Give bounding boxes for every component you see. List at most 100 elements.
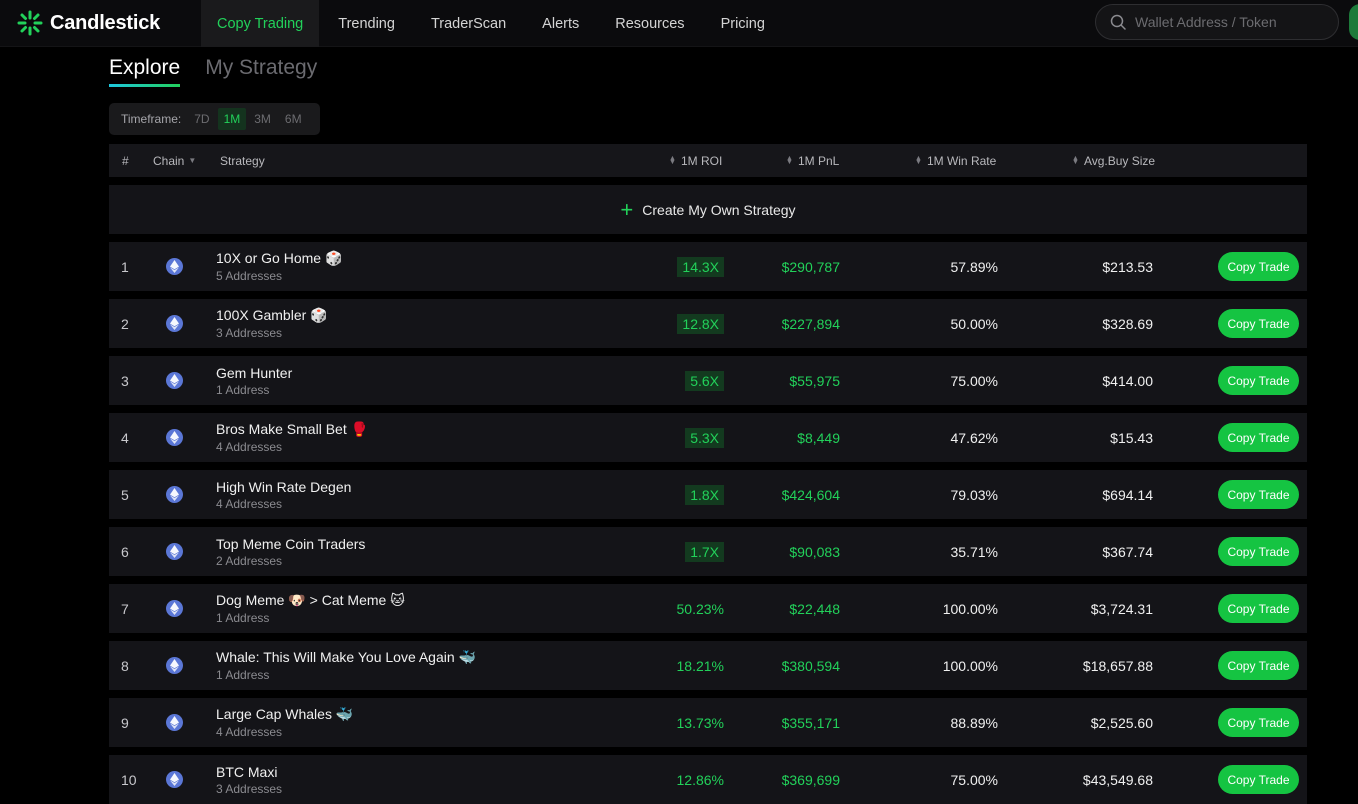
copy-trade-button[interactable]: Copy Trade bbox=[1218, 765, 1299, 794]
header-chain-label: Chain bbox=[153, 153, 185, 168]
row-pnl: $290,787 bbox=[781, 258, 840, 275]
nav-item-resources[interactable]: Resources bbox=[615, 15, 685, 32]
search-input[interactable] bbox=[1135, 14, 1325, 30]
timeframe-label: Timeframe: bbox=[121, 112, 182, 126]
row-rank: 2 bbox=[121, 315, 129, 332]
strategy-name[interactable]: Top Meme Coin Traders bbox=[216, 535, 366, 552]
row-strategy[interactable]: Whale: This Will Make You Love Again 🐳 1 … bbox=[216, 641, 476, 690]
strategy-name[interactable]: Large Cap Whales 🐳 bbox=[216, 706, 354, 722]
row-roi: 12.8X bbox=[677, 299, 724, 348]
row-win-rate: 75.00% bbox=[950, 771, 998, 788]
ethereum-icon bbox=[166, 714, 183, 731]
strategy-address-count: 4 Addresses bbox=[216, 725, 283, 739]
tab-explore[interactable]: Explore bbox=[109, 56, 181, 87]
sort-icon: ▲ ▼ bbox=[669, 154, 676, 166]
ethereum-icon bbox=[166, 258, 183, 275]
nav-item-traderscan[interactable]: TraderScan bbox=[430, 15, 507, 32]
top-navbar: Candlestick Copy Trading Trending TraderSc… bbox=[0, 0, 1358, 47]
row-chain bbox=[166, 755, 183, 804]
roi-value: 5.3X bbox=[685, 427, 724, 448]
copy-trade-button[interactable]: Copy Trade bbox=[1218, 480, 1299, 509]
plus-icon: + bbox=[620, 196, 634, 222]
strategy-address-count: 3 Addresses bbox=[216, 781, 283, 796]
nav-item-copy-trading[interactable]: Copy Trading bbox=[201, 0, 320, 47]
create-strategy-label: Create My Own Strategy bbox=[642, 201, 796, 218]
nav-item-alerts[interactable]: Alerts bbox=[542, 15, 580, 32]
chevron-down-icon: ▼ bbox=[188, 156, 197, 165]
ethereum-icon bbox=[166, 771, 183, 788]
user-avatar[interactable] bbox=[1349, 4, 1358, 40]
nav-item-pricing[interactable]: Pricing bbox=[720, 15, 765, 32]
timeframe-selector: Timeframe: 7D 1M 3M 6M bbox=[109, 103, 320, 135]
table-row: 5 High Win Rate Degen 4 Addresses 1.8X $424,… bbox=[109, 470, 1307, 519]
header-chain[interactable]: Chain ▼ bbox=[153, 144, 196, 177]
copy-trade-button[interactable]: Copy Trade bbox=[1218, 708, 1299, 737]
copy-trade-button[interactable]: Copy Trade bbox=[1218, 309, 1299, 338]
row-strategy[interactable]: BTC Maxi 3 Addresses bbox=[216, 755, 282, 804]
header-win-rate[interactable]: ▲ ▼ 1M Win Rate bbox=[915, 144, 996, 177]
ethereum-icon bbox=[166, 543, 183, 560]
row-win-rate: 75.00% bbox=[950, 372, 998, 389]
strategy-address-count: 3 Addresses bbox=[216, 326, 283, 340]
strategy-name[interactable]: High Win Rate Degen bbox=[216, 478, 352, 495]
strategy-name[interactable]: Bros Make Small Bet 🥊 bbox=[216, 421, 369, 437]
header-pnl-label: 1M PnL bbox=[797, 153, 840, 168]
roi-value: 12.8X bbox=[677, 313, 724, 334]
row-strategy[interactable]: Top Meme Coin Traders 2 Addresses bbox=[216, 527, 365, 576]
row-pnl: $22,448 bbox=[789, 600, 840, 617]
strategy-name[interactable]: 10X or Go Home 🎲 bbox=[216, 250, 343, 266]
row-pnl: $424,604 bbox=[781, 486, 840, 503]
strategy-name[interactable]: Dog Meme 🐶 > Cat Meme 🐱 bbox=[216, 592, 405, 608]
copy-trade-button[interactable]: Copy Trade bbox=[1218, 423, 1299, 452]
row-strategy[interactable]: Dog Meme 🐶 > Cat Meme 🐱 1 Address bbox=[216, 584, 405, 633]
timeframe-option-6m[interactable]: 6M bbox=[284, 112, 302, 126]
row-strategy[interactable]: Gem Hunter 1 Address bbox=[216, 356, 292, 405]
search-box[interactable] bbox=[1095, 4, 1339, 40]
strategy-name[interactable]: Gem Hunter bbox=[216, 364, 293, 381]
table-row: 6 Top Meme Coin Traders 2 Addresses 1.7X $90… bbox=[109, 527, 1307, 576]
header-roi[interactable]: ▲ ▼ 1M ROI bbox=[669, 144, 722, 177]
strategy-address-count: 5 Addresses bbox=[216, 269, 283, 283]
table-row: 8 Whale: This Will Make You Love Again 🐳 1… bbox=[109, 641, 1307, 690]
row-avg-buy-size: $213.53 bbox=[1102, 258, 1153, 275]
header-roi-label: 1M ROI bbox=[680, 153, 723, 168]
timeframe-option-7d[interactable]: 7D bbox=[194, 112, 210, 126]
row-strategy[interactable]: 10X or Go Home 🎲 5 Addresses bbox=[216, 242, 342, 291]
row-strategy[interactable]: Large Cap Whales 🐳 4 Addresses bbox=[216, 698, 353, 747]
ethereum-icon bbox=[166, 315, 183, 332]
strategy-name[interactable]: 100X Gambler 🎲 bbox=[216, 307, 328, 323]
nav-item-trending[interactable]: Trending bbox=[338, 15, 395, 32]
row-strategy[interactable]: Bros Make Small Bet 🥊 4 Addresses bbox=[216, 413, 368, 462]
sort-icon: ▲ ▼ bbox=[786, 154, 793, 166]
table-row: 10 BTC Maxi 3 Addresses 12.86% $369,699 75.00… bbox=[109, 755, 1307, 804]
row-avg-buy-size: $18,657.88 bbox=[1082, 657, 1153, 674]
strategy-name[interactable]: BTC Maxi bbox=[216, 763, 278, 780]
row-rank: 7 bbox=[121, 600, 129, 617]
copy-trade-button[interactable]: Copy Trade bbox=[1218, 594, 1299, 623]
header-avg-buy[interactable]: ▲ ▼ Avg.Buy Size bbox=[1072, 144, 1155, 177]
ethereum-icon bbox=[166, 657, 183, 674]
copy-trade-button[interactable]: Copy Trade bbox=[1218, 651, 1299, 680]
header-win-rate-label: 1M Win Rate bbox=[926, 153, 997, 168]
create-strategy-button[interactable]: + Create My Own Strategy bbox=[109, 185, 1307, 234]
tab-my-strategy[interactable]: My Strategy bbox=[205, 56, 318, 79]
row-win-rate: 50.00% bbox=[950, 315, 998, 332]
row-win-rate: 47.62% bbox=[950, 429, 998, 446]
timeframe-option-3m[interactable]: 3M bbox=[254, 112, 271, 126]
timeframe-option-1m[interactable]: 1M bbox=[217, 108, 247, 130]
ethereum-icon bbox=[166, 486, 183, 503]
copy-trade-button[interactable]: Copy Trade bbox=[1218, 252, 1299, 281]
copy-trade-button[interactable]: Copy Trade bbox=[1218, 366, 1299, 395]
table-row: 9 Large Cap Whales 🐳 4 Addresses 13.73% $355… bbox=[109, 698, 1307, 747]
row-win-rate: 100.00% bbox=[942, 600, 998, 617]
row-chain bbox=[166, 641, 183, 690]
row-strategy[interactable]: High Win Rate Degen 4 Addresses bbox=[216, 470, 351, 519]
row-strategy[interactable]: 100X Gambler 🎲 3 Addresses bbox=[216, 299, 328, 348]
row-win-rate: 57.89% bbox=[950, 258, 998, 275]
header-pnl[interactable]: ▲ ▼ 1M PnL bbox=[786, 144, 839, 177]
strategy-name[interactable]: Whale: This Will Make You Love Again 🐳 bbox=[216, 649, 476, 665]
copy-trade-button[interactable]: Copy Trade bbox=[1218, 537, 1299, 566]
strategy-address-count: 2 Addresses bbox=[216, 553, 283, 568]
brand-logo[interactable]: Candlestick bbox=[17, 9, 160, 37]
sort-icon: ▲ ▼ bbox=[915, 154, 922, 166]
